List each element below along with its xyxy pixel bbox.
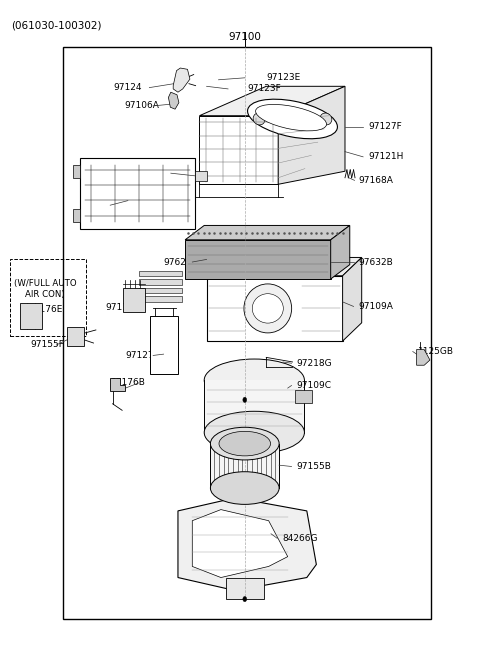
Polygon shape xyxy=(123,287,144,312)
Text: 97109C: 97109C xyxy=(296,381,331,390)
Text: 97127A: 97127A xyxy=(125,351,160,360)
Polygon shape xyxy=(226,577,264,599)
Polygon shape xyxy=(199,87,345,115)
Polygon shape xyxy=(331,226,350,279)
Text: 97620C: 97620C xyxy=(164,258,199,266)
Polygon shape xyxy=(185,226,350,240)
Polygon shape xyxy=(150,316,178,374)
Ellipse shape xyxy=(244,284,292,333)
Polygon shape xyxy=(206,257,362,276)
Text: 97123F: 97123F xyxy=(247,85,281,93)
Polygon shape xyxy=(20,303,42,329)
Polygon shape xyxy=(139,270,182,276)
Text: 97100: 97100 xyxy=(228,32,261,42)
Polygon shape xyxy=(80,158,195,229)
Polygon shape xyxy=(178,498,316,590)
Polygon shape xyxy=(206,276,343,341)
Polygon shape xyxy=(139,296,182,302)
Polygon shape xyxy=(343,257,362,341)
Polygon shape xyxy=(204,380,304,432)
Text: 97124: 97124 xyxy=(114,83,142,92)
Circle shape xyxy=(243,398,247,403)
Polygon shape xyxy=(168,92,179,109)
Text: 97121H: 97121H xyxy=(369,152,404,161)
Ellipse shape xyxy=(204,359,304,401)
Text: 97113B: 97113B xyxy=(106,302,140,312)
Text: 97105C: 97105C xyxy=(142,169,177,178)
Polygon shape xyxy=(192,510,288,577)
Ellipse shape xyxy=(210,427,279,460)
Polygon shape xyxy=(110,378,124,391)
Polygon shape xyxy=(139,279,182,285)
Text: 97106A: 97106A xyxy=(124,102,159,110)
Text: 97168A: 97168A xyxy=(359,176,393,185)
Ellipse shape xyxy=(204,411,304,454)
Polygon shape xyxy=(73,209,80,222)
Text: 61B05A: 61B05A xyxy=(84,201,119,210)
Polygon shape xyxy=(295,390,312,403)
Text: 97176B: 97176B xyxy=(110,379,145,388)
Polygon shape xyxy=(67,327,84,346)
Polygon shape xyxy=(185,240,331,279)
Circle shape xyxy=(243,596,247,602)
Polygon shape xyxy=(195,171,206,181)
Polygon shape xyxy=(199,115,278,184)
Text: 97127F: 97127F xyxy=(369,122,403,131)
Text: 97218G: 97218G xyxy=(296,359,332,368)
Text: (061030-100302): (061030-100302) xyxy=(11,21,101,31)
Polygon shape xyxy=(73,165,80,178)
Text: 84266G: 84266G xyxy=(282,534,317,543)
Text: 1125GB: 1125GB xyxy=(418,347,454,356)
Text: 97176E: 97176E xyxy=(28,304,62,314)
Bar xyxy=(10,258,86,337)
Text: (W/FULL AUTO
AIR CON): (W/FULL AUTO AIR CON) xyxy=(14,279,77,298)
Text: 97155F: 97155F xyxy=(30,340,64,350)
Ellipse shape xyxy=(320,113,332,125)
Ellipse shape xyxy=(256,104,326,131)
Ellipse shape xyxy=(210,472,279,504)
Ellipse shape xyxy=(253,113,265,125)
Polygon shape xyxy=(417,350,430,365)
Ellipse shape xyxy=(248,99,337,138)
Ellipse shape xyxy=(219,432,271,456)
Bar xyxy=(63,47,431,619)
Polygon shape xyxy=(210,443,279,488)
Polygon shape xyxy=(173,68,190,92)
Text: 97632B: 97632B xyxy=(359,258,393,266)
Text: 97123E: 97123E xyxy=(266,73,300,82)
Ellipse shape xyxy=(252,294,283,323)
Polygon shape xyxy=(278,87,345,184)
Polygon shape xyxy=(139,287,182,293)
Text: 97109A: 97109A xyxy=(359,302,393,311)
Text: 97155B: 97155B xyxy=(296,462,331,471)
